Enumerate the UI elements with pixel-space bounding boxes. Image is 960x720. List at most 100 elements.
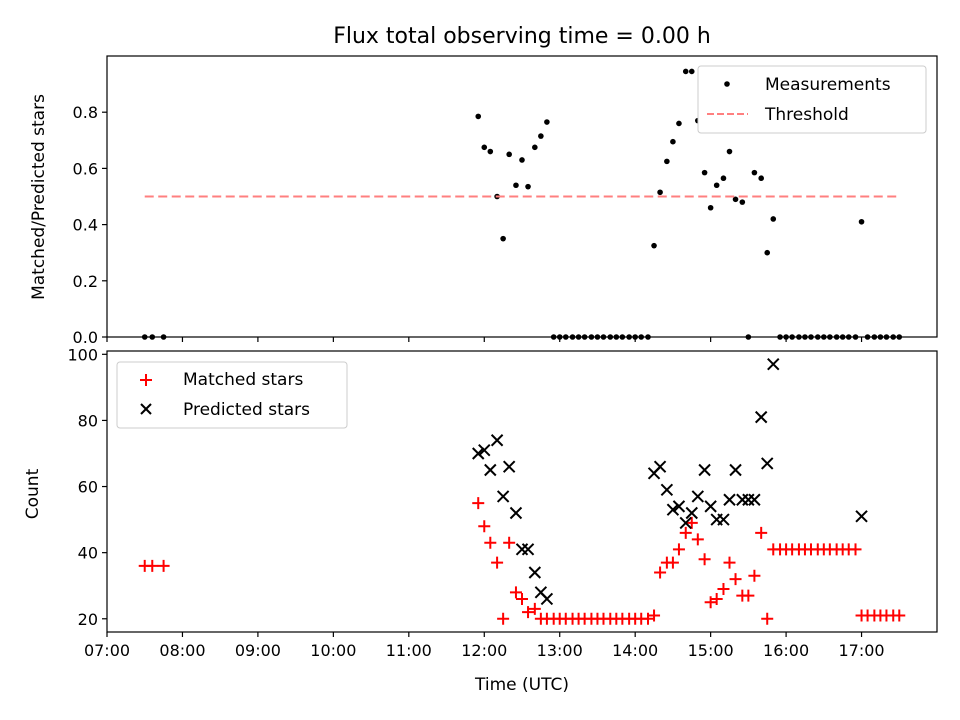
measurement-point bbox=[676, 120, 682, 127]
measurement-point bbox=[569, 334, 576, 340]
count-ytick-label: 100 bbox=[67, 345, 98, 364]
measurement-point bbox=[581, 334, 588, 340]
measurement-point bbox=[638, 334, 645, 340]
measurement-point bbox=[575, 334, 582, 340]
matched-star-point bbox=[648, 609, 661, 622]
predicted-star-point bbox=[698, 463, 711, 477]
matched-star-point bbox=[672, 543, 685, 556]
matched-star-point bbox=[761, 612, 774, 625]
measurement-point bbox=[475, 113, 482, 120]
measurement-point bbox=[626, 334, 632, 340]
matched-star-point bbox=[478, 520, 491, 533]
predicted-star-point bbox=[472, 447, 485, 460]
predicted-star-point bbox=[685, 506, 698, 520]
count-xtick-label: 15:00 bbox=[688, 641, 734, 660]
measurement-point bbox=[713, 182, 720, 189]
measurement-point bbox=[550, 334, 557, 340]
predicted-star-point bbox=[666, 503, 680, 516]
measurement-point bbox=[538, 133, 544, 139]
measurement-point bbox=[726, 148, 733, 155]
matched-star-point bbox=[717, 583, 730, 596]
predicted-star-point bbox=[509, 506, 523, 520]
measurement-point bbox=[745, 334, 752, 340]
measurement-point bbox=[645, 334, 651, 340]
ratio-ytick-label: 0.8 bbox=[73, 103, 98, 122]
predicted-star-point bbox=[736, 493, 749, 506]
measurement-point bbox=[877, 334, 884, 340]
count-plot: 20 40 60 80 100 07:00 08:00 09:00 10:00 11:00 12:0… bbox=[23, 345, 938, 695]
measurement-point bbox=[481, 144, 488, 151]
ratio-ytick-label: 0.2 bbox=[73, 272, 98, 291]
measurement-point bbox=[764, 249, 771, 256]
measurement-point bbox=[770, 216, 777, 222]
measurement-point bbox=[707, 204, 714, 211]
count-xtick-label: 10:00 bbox=[310, 641, 356, 660]
predicted-star-point bbox=[717, 513, 730, 526]
measurement-point bbox=[789, 334, 795, 340]
measurement-point bbox=[777, 334, 783, 340]
matched-star-point bbox=[472, 497, 485, 510]
count-xtick-label: 08:00 bbox=[159, 641, 205, 660]
measurement-point bbox=[783, 334, 789, 340]
count-xtick-label: 13:00 bbox=[537, 641, 583, 660]
matched-star-point bbox=[642, 612, 655, 625]
ratio-ytick-label: 0.4 bbox=[73, 216, 98, 235]
matched-star-point bbox=[748, 569, 761, 582]
legend-measurements-marker bbox=[724, 81, 730, 87]
measurement-point bbox=[896, 334, 903, 340]
measurement-point bbox=[506, 151, 512, 158]
measurement-point bbox=[720, 175, 727, 182]
measurement-point bbox=[544, 119, 550, 125]
measurement-point bbox=[619, 334, 626, 340]
measurement-point bbox=[600, 334, 607, 340]
measurement-point bbox=[160, 334, 167, 340]
ratio-legend-box bbox=[697, 65, 927, 134]
matched-star-point bbox=[679, 526, 692, 539]
ratio-ytick-label: 0.0 bbox=[73, 328, 98, 347]
predicted-star-point bbox=[484, 463, 497, 477]
measurement-point bbox=[607, 334, 614, 340]
predicted-star-point bbox=[748, 493, 761, 506]
matched-star-point bbox=[528, 602, 541, 615]
ratio-plot-frame bbox=[106, 55, 938, 338]
count-xtick-label: 14:00 bbox=[612, 641, 658, 660]
matched-star-point bbox=[157, 559, 170, 572]
measurement-point bbox=[688, 68, 695, 75]
measurement-point bbox=[864, 334, 871, 340]
measurement-point bbox=[732, 196, 739, 203]
measurement-point bbox=[651, 242, 657, 249]
matched-star-point bbox=[522, 606, 535, 619]
predicted-star-point bbox=[660, 483, 674, 497]
legend-predicted-marker bbox=[140, 403, 152, 415]
predicted-star-point bbox=[723, 493, 736, 506]
count-xtick-label: 09:00 bbox=[235, 641, 281, 660]
measurement-point bbox=[890, 334, 897, 340]
measurement-point bbox=[657, 189, 663, 196]
measurement-point bbox=[487, 148, 494, 155]
measurement-point bbox=[845, 334, 852, 340]
predicted-star-point bbox=[704, 500, 717, 513]
matched-star-point bbox=[710, 592, 723, 605]
count-legend-box bbox=[116, 361, 348, 429]
matched-star-point bbox=[509, 586, 522, 599]
matched-star-point bbox=[516, 592, 528, 605]
predicted-star-point bbox=[521, 543, 535, 556]
measurement-point bbox=[858, 218, 865, 225]
matched-star-point bbox=[704, 596, 717, 609]
measurement-point bbox=[871, 334, 878, 340]
matched-star-point bbox=[698, 553, 711, 566]
matched-star-point bbox=[893, 609, 906, 622]
matched-star-point bbox=[503, 536, 516, 549]
measurement-point bbox=[613, 334, 620, 340]
ratio-ytick-label: 0.6 bbox=[73, 159, 98, 178]
count-plot-ylabel: Count bbox=[23, 468, 43, 519]
measurement-point bbox=[682, 68, 689, 75]
predicted-star-point bbox=[478, 443, 491, 457]
predicted-star-point bbox=[767, 358, 780, 371]
measurement-point bbox=[594, 334, 601, 340]
legend-threshold-label: Threshold bbox=[764, 105, 849, 125]
count-plot-frame bbox=[106, 350, 938, 633]
count-ytick-label: 40 bbox=[78, 544, 98, 563]
matched-star-point bbox=[484, 536, 497, 549]
predicted-star-point bbox=[729, 463, 742, 477]
